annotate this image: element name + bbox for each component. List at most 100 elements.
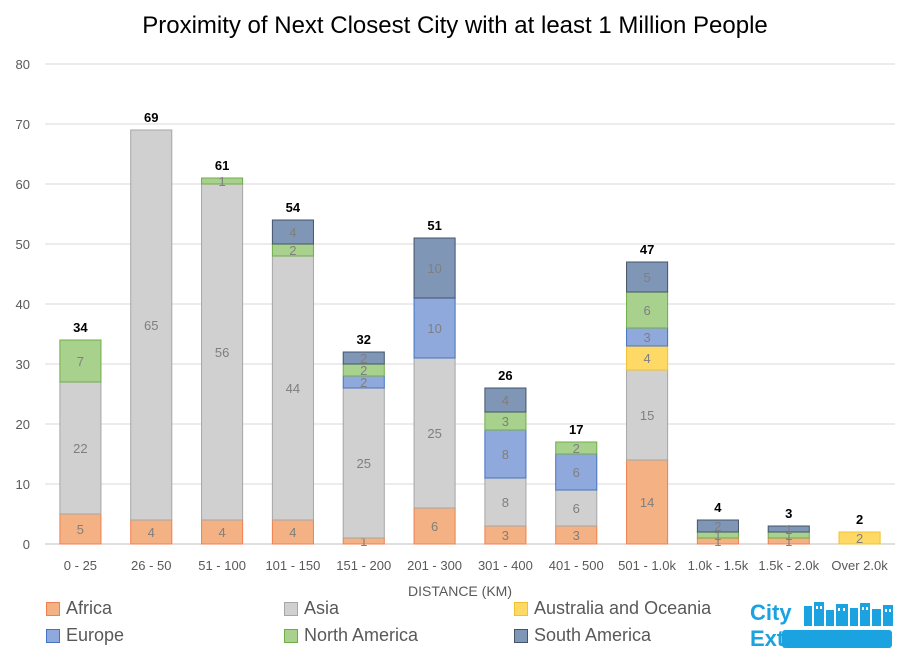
legend-swatch [514, 601, 528, 616]
segment-value-label: 6 [643, 303, 650, 318]
segment-value-label: 6 [573, 465, 580, 480]
legend-label: Africa [66, 598, 113, 618]
y-tick-label: 60 [16, 177, 30, 192]
bar-segment [271, 519, 314, 545]
bar-segment [413, 507, 456, 545]
legend-item: Europe [46, 625, 124, 646]
x-tick-label: 201 - 300 [407, 558, 462, 573]
bar-segment [413, 297, 456, 359]
legend-label: Europe [66, 625, 125, 645]
bar-segment [767, 525, 810, 533]
bar-segment [59, 513, 102, 545]
bar-segment [626, 345, 669, 371]
total-label: 26 [498, 368, 512, 383]
total-label: 4 [714, 500, 722, 515]
bar-segment [59, 339, 102, 383]
x-tick-label: 26 - 50 [131, 558, 171, 573]
segment-value-label: 7 [77, 354, 84, 369]
x-tick-label: 101 - 150 [265, 558, 320, 573]
segment-value-label: 10 [427, 321, 441, 336]
skyline-icon [782, 602, 893, 648]
total-label: 32 [357, 332, 371, 347]
segment-value-label: 1 [785, 522, 792, 537]
segment-value-label: 4 [643, 351, 650, 366]
bar-segment [201, 183, 244, 521]
legend-label: Australia and Oceania [534, 598, 712, 618]
total-label: 51 [427, 218, 441, 233]
total-label: 3 [785, 506, 792, 521]
x-tick-label: 1.5k - 2.0k [758, 558, 819, 573]
bar-segment [838, 531, 881, 545]
legend-item: Asia [284, 598, 339, 619]
bar-segment [484, 477, 527, 527]
segment-value-label: 1 [360, 534, 367, 549]
bar-segment [201, 177, 244, 185]
segment-value-label: 1 [218, 174, 225, 189]
segment-value-label: 4 [218, 525, 225, 540]
bar-segment [413, 237, 456, 299]
bar-segment [130, 129, 173, 521]
segment-value-label: 2 [573, 441, 580, 456]
x-tick-label: 51 - 100 [198, 558, 246, 573]
segment-value-label: 6 [573, 501, 580, 516]
segment-value-label: 1 [785, 534, 792, 549]
segment-value-label: 1 [714, 534, 721, 549]
segment-value-label: 15 [640, 408, 654, 423]
x-tick-label: 1.0k - 1.5k [688, 558, 749, 573]
y-tick-label: 30 [16, 357, 30, 372]
total-label: 47 [640, 242, 654, 257]
legend-swatch [46, 601, 60, 616]
x-tick-label: 0 - 25 [64, 558, 97, 573]
segment-value-label: 25 [427, 426, 441, 441]
x-tick-label: 401 - 500 [549, 558, 604, 573]
segment-value-label: 14 [640, 495, 654, 510]
x-tick-label: 501 - 1.0k [618, 558, 676, 573]
segment-value-label: 3 [502, 528, 509, 543]
legend-item: South America [514, 625, 651, 646]
total-label: 54 [286, 200, 301, 215]
segment-value-label: 2 [360, 375, 367, 390]
x-axis: 0 - 25 26 - 50 51 - 100 101 - 150 151 - 200 2… [64, 558, 888, 573]
bar-segment [342, 351, 385, 365]
total-label: 17 [569, 422, 583, 437]
segment-value-label: 4 [289, 525, 296, 540]
bar-segment [696, 519, 739, 533]
legend-swatch [284, 601, 298, 616]
segment-value-label: 2 [289, 243, 296, 258]
bar-segment [342, 387, 385, 539]
x-axis-label: DISTANCE (KM) [408, 583, 512, 599]
segment-value-label: 8 [502, 495, 509, 510]
logo-text-extremes: Extremes [750, 626, 850, 651]
bar-segment [626, 369, 669, 461]
legend-label: Asia [304, 598, 340, 618]
segment-value-label: 44 [286, 381, 300, 396]
bar-segment [271, 219, 314, 245]
segment-value-label: 22 [73, 441, 87, 456]
total-label: 61 [215, 158, 229, 173]
segment-value-label: 3 [643, 330, 650, 345]
bars: 5227344656945616144424541252223262510105… [59, 110, 881, 549]
total-label: 69 [144, 110, 158, 125]
y-tick-label: 20 [16, 417, 30, 432]
legend-label: South America [534, 625, 652, 645]
bar-segment [626, 459, 669, 545]
x-tick-label: Over 2.0k [831, 558, 888, 573]
segment-value-label: 5 [77, 522, 84, 537]
y-tick-label: 0 [23, 537, 30, 552]
segment-value-label: 2 [360, 351, 367, 366]
legend-swatch [284, 628, 298, 643]
legend-item: North America [284, 625, 418, 646]
legend-swatch [46, 628, 60, 643]
segment-value-label: 65 [144, 318, 158, 333]
bar-segment [484, 387, 527, 413]
city-extremes-logo: City Extremes [748, 600, 898, 651]
x-tick-label: 301 - 400 [478, 558, 533, 573]
y-tick-label: 40 [16, 297, 30, 312]
segment-value-label: 2 [360, 363, 367, 378]
segment-value-label: 2 [856, 531, 863, 546]
legend-item: Australia and Oceania [514, 598, 711, 619]
segment-value-label: 2 [714, 519, 721, 534]
legend-item: Africa [46, 598, 112, 619]
y-tick-label: 10 [16, 477, 30, 492]
